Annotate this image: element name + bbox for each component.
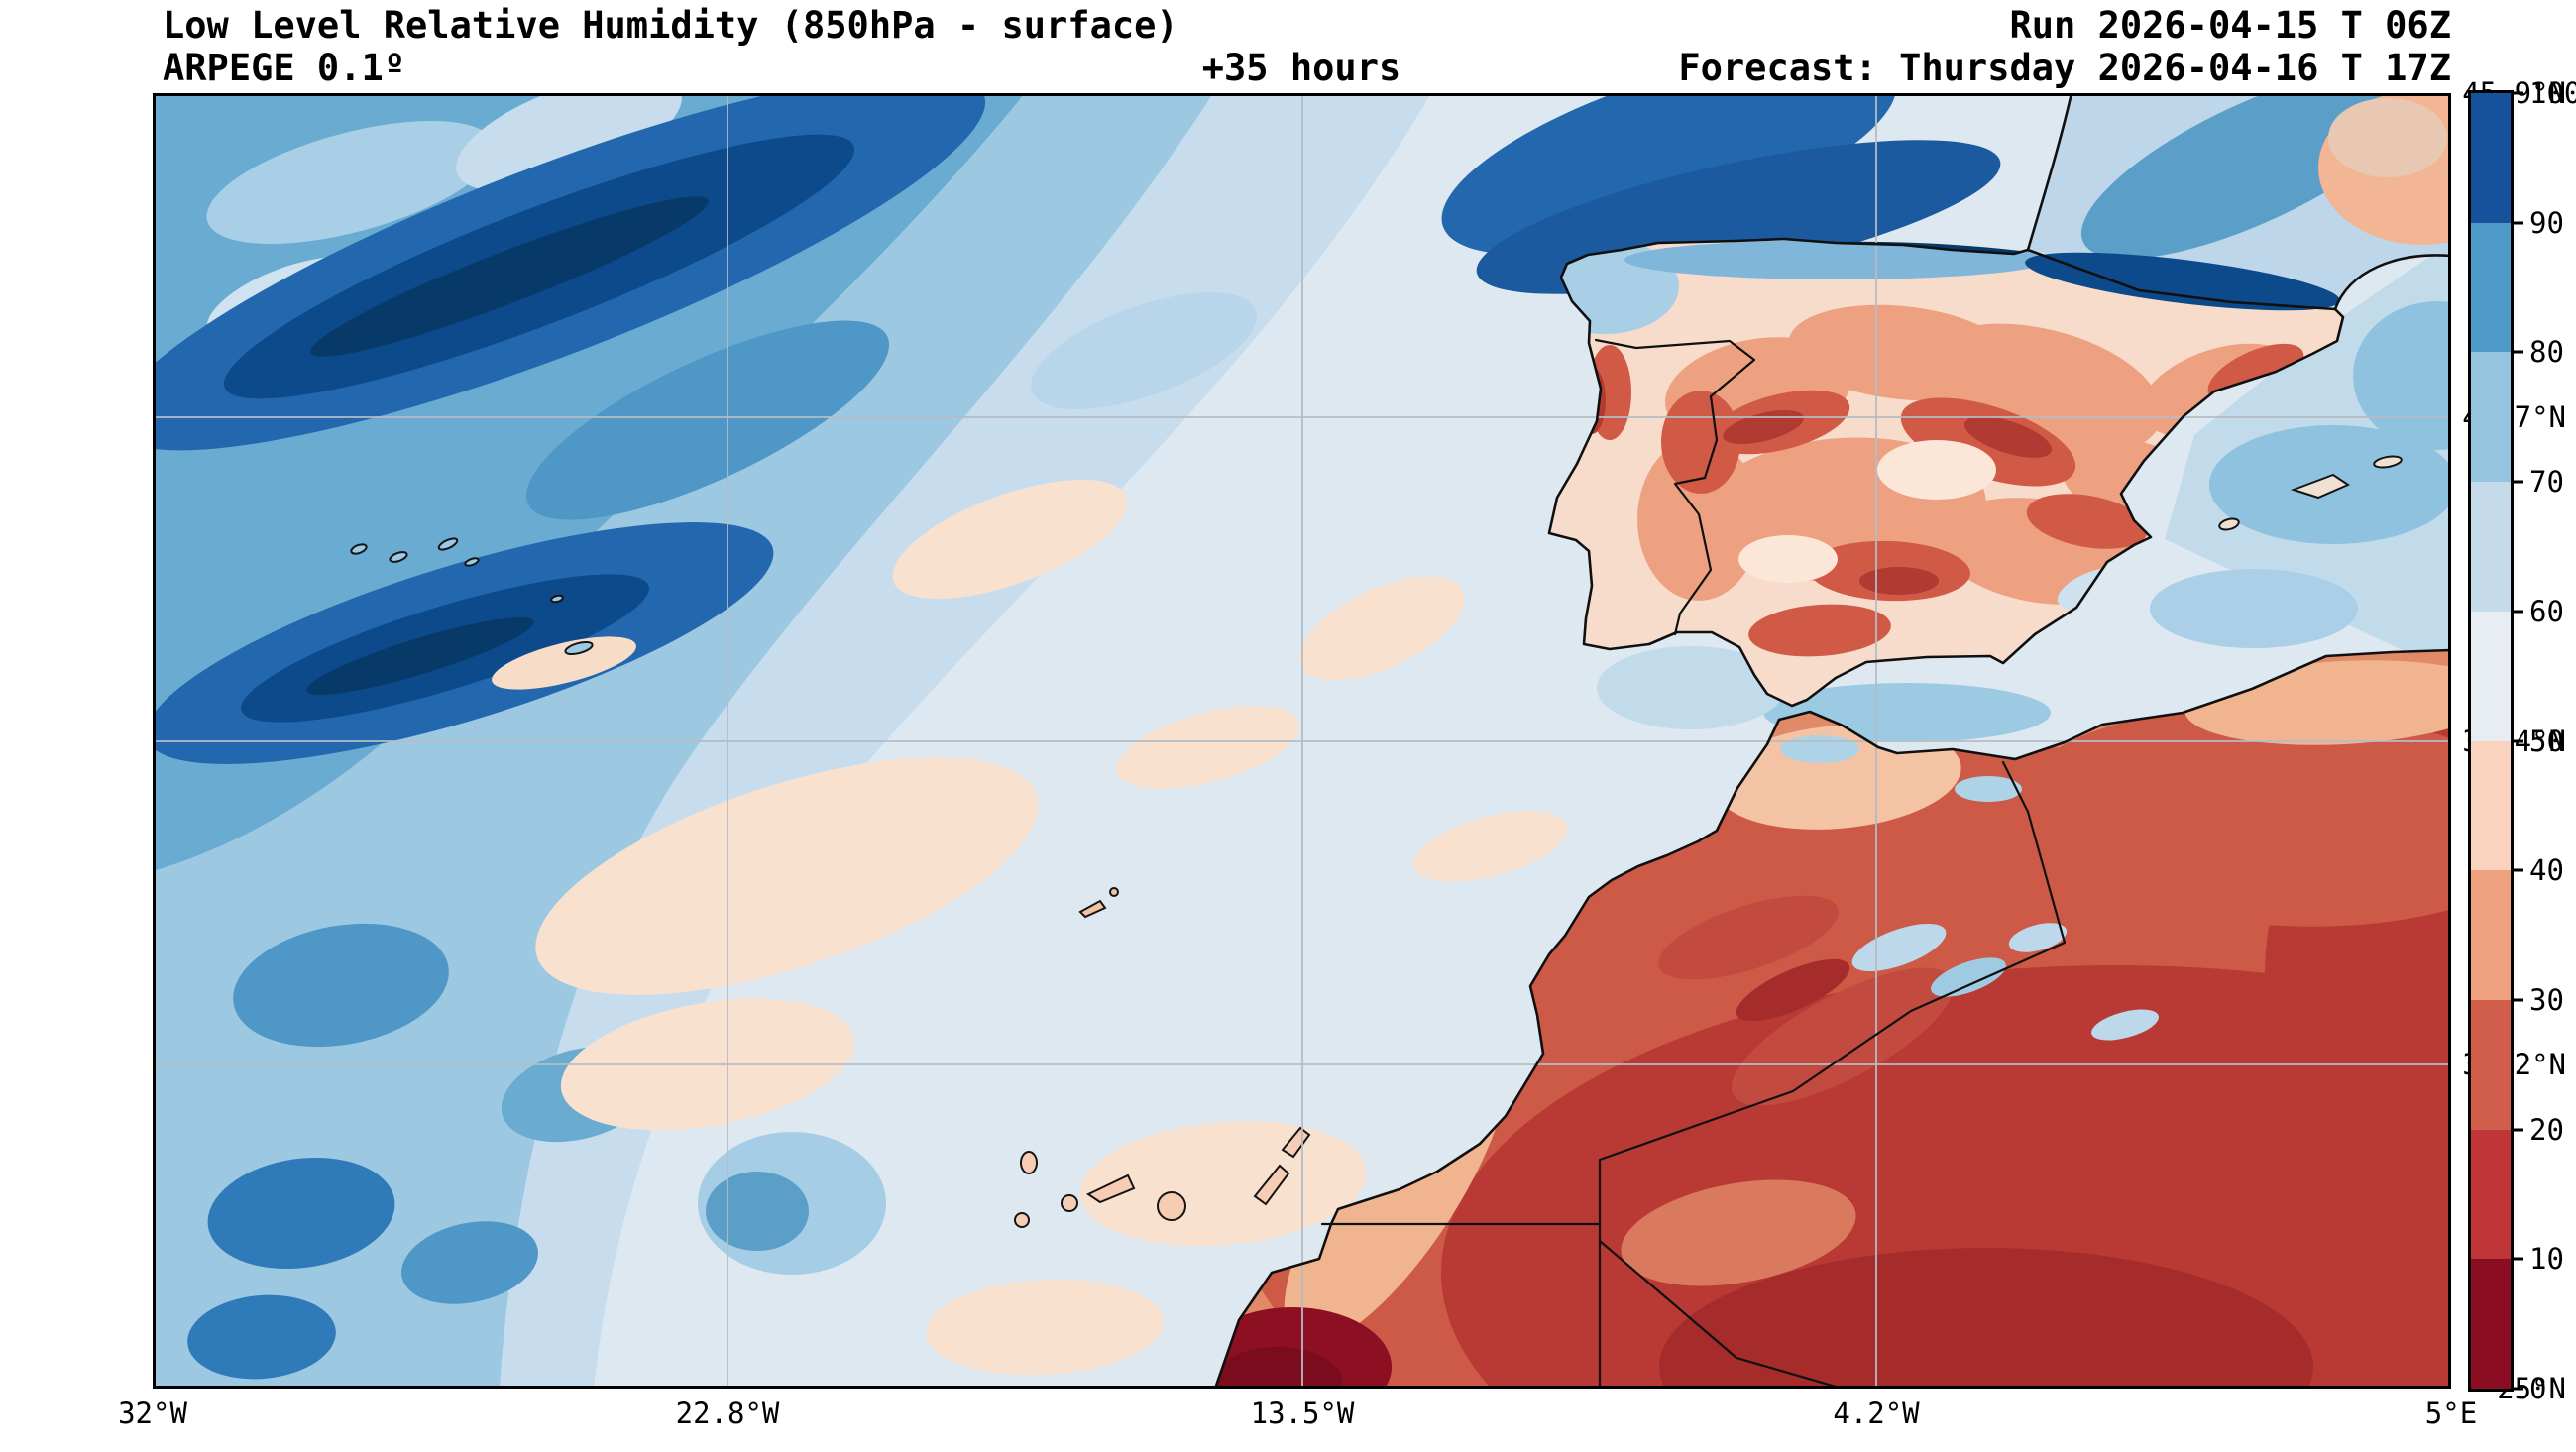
map-canvas <box>153 93 2451 1389</box>
colorbar-tick-mark <box>2514 350 2523 354</box>
colorbar-segment <box>2471 870 2511 1000</box>
colorbar-tick-label: 100 <box>2529 76 2576 110</box>
iberia-coastline <box>1547 237 2345 708</box>
colorbar-tick-label: 40 <box>2529 853 2564 888</box>
x-tick-label: 13.5°W <box>1250 1396 1355 1430</box>
colorbar-segment <box>2471 1129 2511 1260</box>
portugal-spain-border <box>1594 338 1756 636</box>
colorbar-segment <box>2471 611 2511 741</box>
colorbar-segment <box>2471 93 2511 223</box>
france-humidity-detail <box>2080 93 2451 259</box>
colorbar-tick-mark <box>2514 610 2523 614</box>
x-tick-label: 4.2°W <box>1833 1396 1920 1430</box>
colorbar-tick-mark <box>2514 221 2523 225</box>
x-tick-label: 5°E <box>2424 1396 2478 1430</box>
colorbar-segment <box>2471 740 2511 871</box>
colorbar-segment <box>2471 482 2511 612</box>
madeira-islands <box>1078 887 1119 919</box>
colorbar-tick-label: 20 <box>2529 1112 2564 1147</box>
france-atlantic-coastline <box>2026 93 2073 252</box>
colorbar-tick-mark <box>2514 1257 2523 1261</box>
colorbar-segment <box>2471 999 2511 1130</box>
model-label: ARPEGE 0.1º <box>163 47 406 89</box>
balearic-islands <box>2218 455 2403 531</box>
colorbar-tick-label: 0 <box>2529 1372 2547 1405</box>
map-frame <box>153 93 2451 1389</box>
morocco-algeria-border <box>1598 760 2067 1226</box>
colorbar-tick-label: 10 <box>2529 1242 2564 1277</box>
colorbar-tick-mark <box>2514 1128 2523 1132</box>
france-mediterranean-coastline <box>2333 254 2451 311</box>
sahara-borders <box>1320 1222 1845 1389</box>
colorbar-segment <box>2471 1259 2511 1390</box>
colorbar-gradient <box>2471 93 2511 1390</box>
pyrenees-humid-band <box>2025 252 2340 311</box>
colorbar-tick-mark <box>2514 1387 2523 1391</box>
colorbar-ticks: 0 10 20 30 40 50 60 70 80 90 100 <box>2514 76 2576 1405</box>
azores-islands <box>350 537 594 656</box>
colorbar-segment <box>2471 352 2511 483</box>
x-tick-label: 22.8°W <box>675 1396 780 1430</box>
lead-time-label: +35 hours <box>1201 47 1401 89</box>
colorbar-tick-label: 30 <box>2529 982 2564 1017</box>
colorbar-tick-mark <box>2514 480 2523 484</box>
colorbar-tick-label: 60 <box>2529 594 2564 628</box>
colorbar-tick-label: 90 <box>2529 205 2564 240</box>
colorbar-tick-mark <box>2514 91 2523 95</box>
chart-title: Low Level Relative Humidity (850hPa - su… <box>163 4 1178 47</box>
colorbar-tick-mark <box>2514 868 2523 872</box>
run-label: Run 2026-04-15 T 06Z <box>2009 4 2451 47</box>
colorbar-tick-label: 50 <box>2529 724 2564 758</box>
colorbar <box>2468 90 2514 1392</box>
x-tick-label: 32°W <box>118 1396 187 1430</box>
africa-coastline <box>1213 648 2451 1389</box>
colorbar-tick-label: 70 <box>2529 465 2564 500</box>
ocean-blue-blobs <box>698 292 1257 1275</box>
colorbar-tick-label: 80 <box>2529 335 2564 370</box>
mediterranean-region <box>1597 242 2451 742</box>
colorbar-segment <box>2471 222 2511 353</box>
map-plot-area <box>153 93 2451 1389</box>
coastlines <box>1213 93 2451 1389</box>
colorbar-tick-mark <box>2514 739 2523 742</box>
forecast-label: Forecast: Thursday 2026-04-16 T 17Z <box>1678 47 2451 89</box>
colorbar-tick-mark <box>2514 998 2523 1002</box>
